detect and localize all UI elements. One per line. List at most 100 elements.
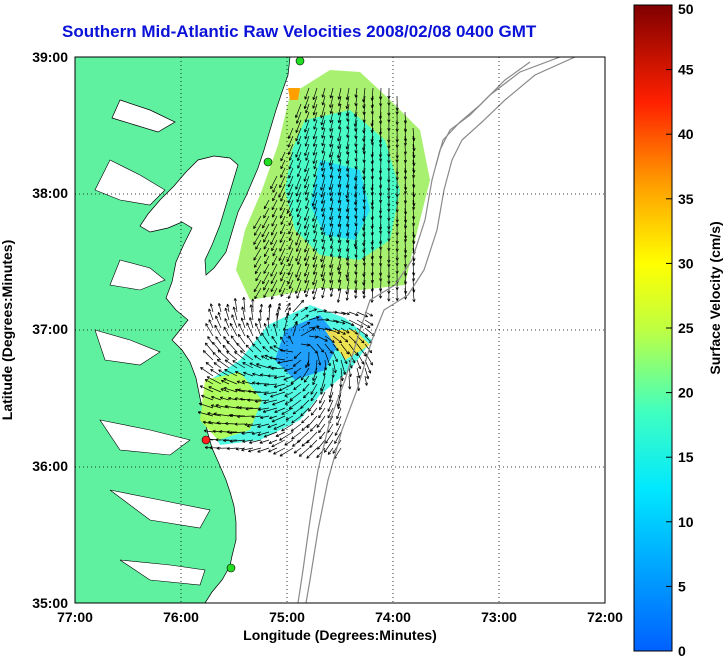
velocity-arrow	[304, 119, 310, 133]
velocity-arrow	[270, 279, 278, 293]
velocity-arrow	[304, 263, 310, 277]
velocity-arrow	[284, 439, 294, 446]
velocity-arrow	[312, 87, 318, 101]
velocity-arrow	[321, 231, 326, 243]
velocity-arrow	[287, 175, 294, 188]
velocity-arrow	[304, 183, 310, 195]
velocity-arrow	[308, 335, 318, 339]
velocity-arrow	[320, 215, 326, 231]
velocity-arrow	[251, 431, 262, 436]
velocity-arrow	[280, 215, 286, 225]
velocity-arrow	[312, 127, 318, 140]
velocity-arrow	[320, 199, 326, 212]
velocity-arrow	[312, 151, 318, 164]
velocity-arrow	[337, 95, 342, 107]
velocity-arrow	[305, 151, 310, 161]
velocity-arrow	[328, 143, 334, 158]
velocity-arrow	[337, 151, 342, 162]
velocity-arrow	[332, 343, 339, 352]
velocity-arrow	[329, 239, 334, 249]
velocity-arrow	[313, 159, 318, 170]
velocity-arrow	[280, 151, 286, 162]
velocity-arrow	[354, 239, 358, 250]
velocity-arrow	[263, 207, 270, 219]
velocity-arrow	[263, 239, 270, 250]
velocity-arrow	[223, 438, 238, 443]
velocity-arrow	[340, 359, 347, 376]
velocity-arrow	[223, 387, 238, 393]
velocity-arrow	[320, 175, 326, 191]
velocity-arrow	[346, 271, 350, 282]
velocity-arrow	[312, 183, 318, 198]
velocity-arrow	[215, 315, 222, 329]
velocity-arrow	[312, 135, 318, 147]
chart-title: Southern Mid-Atlantic Raw Velocities 200…	[62, 22, 537, 41]
velocity-arrow	[224, 369, 238, 377]
velocity-arrow	[206, 376, 222, 385]
velocity-arrow	[303, 207, 310, 221]
velocity-arrow	[259, 415, 270, 419]
velocity-arrow	[202, 350, 214, 361]
velocity-arrow	[319, 399, 326, 411]
velocity-arrow	[241, 431, 254, 435]
velocity-arrow	[271, 199, 278, 211]
velocity-arrow	[348, 327, 359, 335]
velocity-arrow	[304, 271, 310, 284]
velocity-arrow	[346, 255, 350, 266]
velocity-arrow	[312, 367, 318, 381]
velocity-arrow	[253, 390, 270, 395]
velocity-arrow	[263, 383, 278, 387]
velocity-arrow	[226, 340, 238, 353]
velocity-arrow	[241, 306, 246, 321]
velocity-arrow	[329, 207, 334, 221]
velocity-arrow	[278, 279, 286, 293]
station-marker	[263, 157, 273, 167]
velocity-arrow	[327, 407, 334, 419]
velocity-arrow	[256, 381, 270, 386]
velocity-arrow	[242, 439, 254, 443]
colorbar-tick-label: 20	[678, 385, 694, 401]
velocity-arrow	[301, 415, 310, 424]
velocity-arrow	[304, 159, 310, 173]
velocity-arrow	[337, 87, 342, 100]
velocity-arrow	[364, 351, 373, 366]
y-tick-label: 36:00	[32, 458, 68, 474]
velocity-arrow	[362, 287, 366, 299]
velocity-arrow	[321, 279, 326, 291]
station-marker	[295, 57, 305, 66]
velocity-arrow	[226, 446, 238, 451]
velocity-arrow	[280, 336, 286, 345]
velocity-arrow	[290, 423, 302, 432]
velocity-arrow	[303, 167, 310, 182]
velocity-arrow	[346, 119, 350, 130]
velocity-arrow	[340, 327, 350, 334]
velocity-arrow	[210, 404, 222, 409]
velocity-arrow	[337, 399, 342, 410]
velocity-arrow	[308, 316, 320, 321]
velocity-arrow	[279, 263, 286, 275]
velocity-arrow	[279, 207, 286, 219]
x-tick-label: 73:00	[481, 609, 517, 625]
velocity-arrow	[324, 335, 335, 343]
velocity-arrow	[312, 103, 318, 116]
velocity-arrow	[245, 407, 262, 411]
velocity-arrow	[280, 271, 286, 282]
velocity-arrow	[337, 247, 342, 259]
velocity-arrow	[316, 447, 326, 459]
colorbar-tick-label: 45	[678, 62, 694, 78]
velocity-arrow	[312, 255, 318, 268]
velocity-arrow	[336, 407, 342, 420]
velocity-arrow	[209, 303, 214, 313]
velocity-arrow	[320, 383, 326, 395]
velocity-arrow	[312, 95, 318, 109]
velocity-arrow	[287, 135, 294, 148]
y-tick-label: 39:00	[32, 49, 68, 65]
velocity-arrow	[270, 391, 286, 398]
velocity-arrow	[280, 159, 286, 170]
velocity-arrow	[295, 199, 302, 212]
velocity-arrow	[270, 271, 278, 285]
velocity-arrow	[263, 263, 270, 274]
velocity-arrow	[325, 431, 334, 444]
velocity-arrow	[354, 215, 358, 227]
velocity-arrow	[291, 415, 302, 424]
